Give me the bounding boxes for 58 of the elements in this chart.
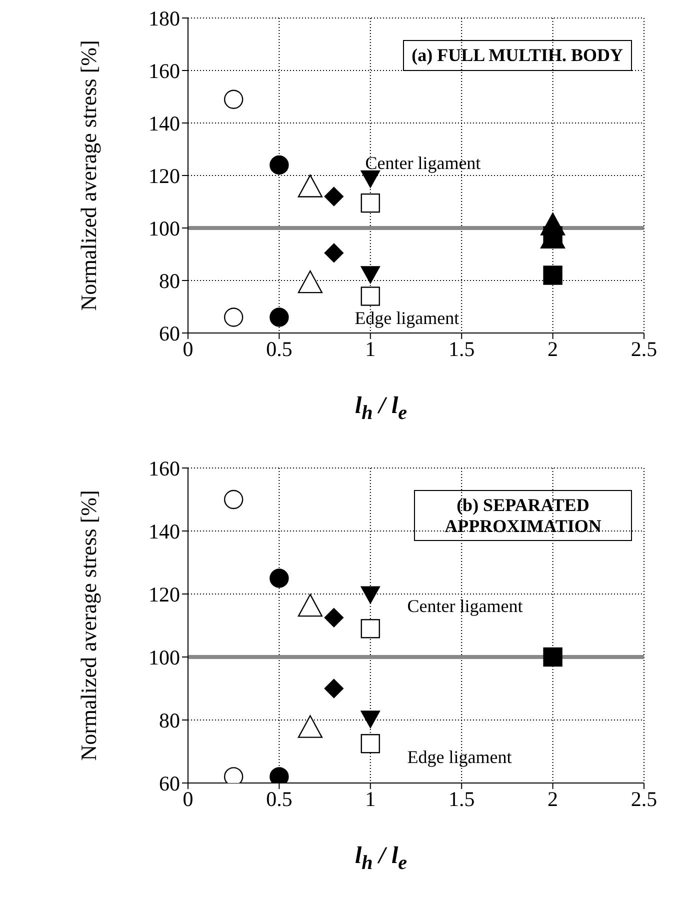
point bbox=[224, 308, 244, 327]
x-tick-label: 0 bbox=[182, 786, 194, 811]
point bbox=[360, 170, 380, 188]
point bbox=[224, 490, 244, 510]
x-axis-title: l$_{h}$ / l$_{e}$ bbox=[354, 393, 408, 425]
annotation: Edge ligament bbox=[407, 747, 512, 768]
y-tick-label: 60 bbox=[159, 771, 180, 796]
y-axis-title: Normalized average stress [%] bbox=[76, 490, 101, 761]
point bbox=[298, 174, 323, 198]
point bbox=[270, 308, 289, 327]
y-tick-label: 180 bbox=[148, 6, 180, 30]
x-tick-label: 1.5 bbox=[448, 786, 475, 811]
y-tick-label: 100 bbox=[148, 645, 180, 670]
x-tick-label: 2.5 bbox=[630, 786, 658, 811]
point bbox=[360, 734, 380, 754]
point bbox=[324, 678, 344, 698]
point bbox=[360, 286, 380, 306]
x-tick-label: 2 bbox=[548, 336, 558, 361]
x-axis-title: l$_{h}$ / l$_{e}$ bbox=[354, 843, 408, 875]
point bbox=[324, 608, 344, 628]
x-tick-label: 1 bbox=[365, 336, 376, 361]
x-tick-label: 1.5 bbox=[448, 336, 475, 361]
point bbox=[360, 266, 380, 284]
point bbox=[360, 619, 380, 638]
point bbox=[298, 594, 323, 617]
y-tick-label: 120 bbox=[148, 164, 180, 188]
title-frame: (b) SEPARATED APPROXIMATION bbox=[414, 490, 632, 542]
title-frame: (a) FULL MULTIH. BODY bbox=[402, 40, 632, 71]
annotation: Center ligament bbox=[365, 152, 481, 174]
point bbox=[360, 193, 380, 213]
y-tick-label: 160 bbox=[148, 58, 180, 83]
x-tick-label: 0.5 bbox=[266, 336, 292, 361]
y-tick-label: 80 bbox=[159, 268, 180, 293]
y-tick-label: 120 bbox=[148, 582, 180, 606]
point bbox=[543, 647, 562, 667]
y-tick-label: 140 bbox=[148, 519, 180, 544]
annotation: Center ligament bbox=[407, 596, 523, 617]
x-tick-label: 0.5 bbox=[266, 786, 292, 811]
y-tick-label: 60 bbox=[159, 321, 180, 346]
y-axis-title: Normalized average stress [%] bbox=[76, 40, 101, 311]
x-tick-label: 1 bbox=[365, 786, 376, 811]
point bbox=[324, 243, 344, 263]
point bbox=[270, 568, 289, 588]
x-tick-label: 2.5 bbox=[630, 336, 658, 361]
annotation: Edge ligament bbox=[354, 308, 460, 329]
y-tick-label: 80 bbox=[159, 708, 180, 732]
x-tick-label: 0 bbox=[182, 336, 194, 361]
point bbox=[270, 155, 289, 175]
point bbox=[324, 186, 344, 206]
y-tick-label: 140 bbox=[148, 111, 180, 136]
point bbox=[543, 266, 562, 285]
point bbox=[298, 715, 323, 738]
x-tick-label: 2 bbox=[548, 786, 558, 811]
y-tick-label: 100 bbox=[148, 216, 180, 240]
point bbox=[360, 586, 380, 604]
point bbox=[298, 270, 323, 294]
y-tick-label: 160 bbox=[148, 456, 180, 480]
point bbox=[224, 90, 244, 109]
